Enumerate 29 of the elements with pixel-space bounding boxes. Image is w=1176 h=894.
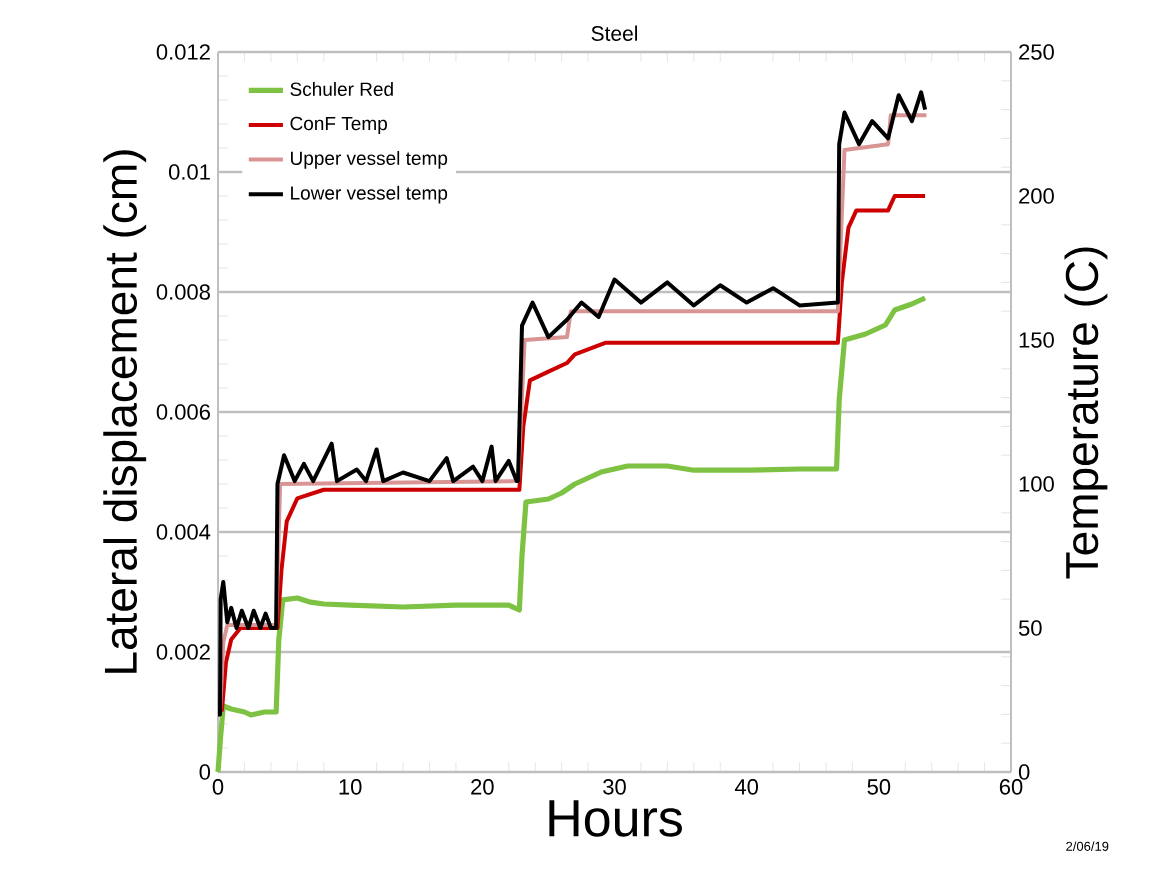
chart-title: Steel <box>591 25 638 41</box>
y-tick-label: 0.012 <box>156 44 210 60</box>
x-tick-label: 0 <box>212 779 224 795</box>
x-tick-label: 20 <box>471 779 494 795</box>
y2-axis-title: Temperature (C) <box>1064 247 1108 579</box>
y2-tick-label: 100 <box>1019 476 1054 492</box>
y2-tick-label: 200 <box>1019 188 1054 204</box>
x-tick-label: 40 <box>734 779 759 795</box>
legend-label: Schuler Red <box>290 81 393 96</box>
y-tick-label: 0.008 <box>156 284 210 300</box>
y2-tick-label: 250 <box>1019 44 1054 60</box>
x-tick-label: 10 <box>339 779 362 795</box>
y-tick-label: 0 <box>199 764 211 780</box>
y-axis-title: Lateral displacement (cm) <box>103 150 147 673</box>
y-tick-label: 0.004 <box>156 524 211 540</box>
x-tick-label: 30 <box>603 779 626 795</box>
legend-label: Upper vessel temp <box>291 151 448 169</box>
y2-tick-label: 50 <box>1018 620 1042 636</box>
y-tick-label: 0.002 <box>156 644 210 660</box>
y2-tick-label: 150 <box>1019 332 1054 348</box>
x-tick-label: 60 <box>999 779 1023 795</box>
x-axis-title: Hours <box>549 800 682 837</box>
y-tick-label: 0.01 <box>168 164 210 180</box>
legend-label: ConF Temp <box>290 116 387 134</box>
legend-label: Lower vessel temp <box>291 185 448 204</box>
text: 2/06/19 <box>1066 841 1109 851</box>
y2-tick-label: 0 <box>1018 764 1030 780</box>
x-tick-label: 50 <box>867 779 891 795</box>
y-tick-label: 0.006 <box>156 404 210 420</box>
